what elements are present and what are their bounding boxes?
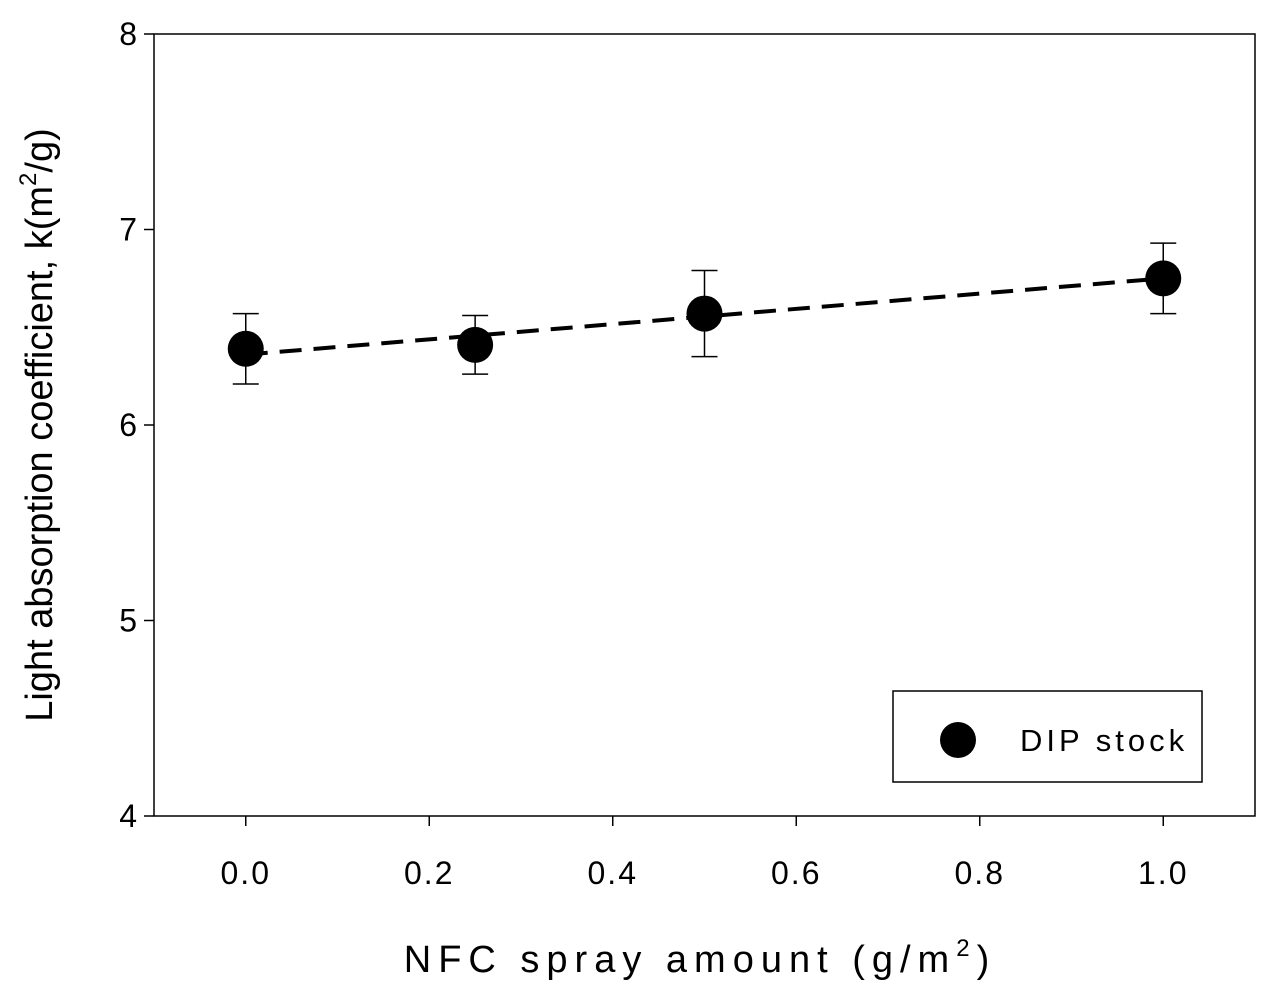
y-tick-label: 7 [119, 212, 137, 248]
data-point-group [227, 312, 264, 385]
y-axis-label: Light absorption coefficient, k(m2/g) [15, 128, 61, 722]
y-tick-label: 8 [119, 16, 137, 52]
data-point-group [457, 314, 494, 375]
legend-label: DIP stock [1020, 723, 1188, 758]
legend: DIP stock [892, 690, 1203, 783]
data-point-group [686, 269, 723, 358]
data-point [686, 295, 723, 332]
data-point [1145, 260, 1182, 297]
data-point-group [1145, 242, 1182, 315]
x-axis-ticks: 0.0 0.2 0.4 0.6 0.8 1.0 [221, 816, 1188, 891]
legend-marker [940, 722, 976, 758]
x-tick-label: 0.4 [588, 855, 638, 891]
data-point [227, 330, 264, 367]
data-points-layer [227, 242, 1182, 385]
data-point [457, 326, 494, 363]
x-tick-label: 1.0 [1138, 855, 1188, 891]
x-tick-label: 0.6 [771, 855, 821, 891]
y-axis-ticks: 4 5 6 7 8 [119, 16, 154, 834]
x-tick-label: 0.8 [955, 855, 1005, 891]
y-tick-label: 4 [119, 798, 137, 834]
x-tick-label: 0.2 [404, 855, 454, 891]
y-tick-label: 6 [119, 407, 137, 443]
y-tick-label: 5 [119, 603, 137, 639]
x-tick-label: 0.0 [221, 855, 271, 891]
x-axis-label: NFC spray amount (g/m2) [404, 935, 996, 981]
